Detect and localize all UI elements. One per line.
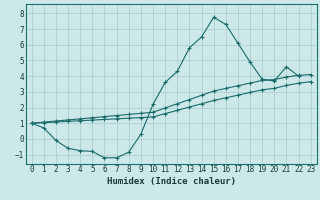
- X-axis label: Humidex (Indice chaleur): Humidex (Indice chaleur): [107, 177, 236, 186]
